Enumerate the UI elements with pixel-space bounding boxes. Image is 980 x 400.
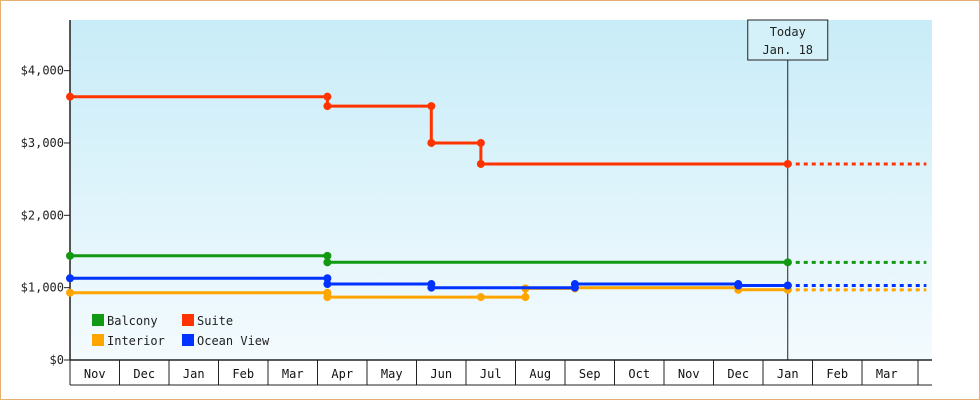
x-tick-label: Apr <box>331 367 353 381</box>
y-tick-label: $4,000 <box>21 64 64 78</box>
x-tick-label: Jul <box>480 367 502 381</box>
legend-swatch-ocean-view <box>182 334 194 346</box>
data-point <box>783 281 792 290</box>
today-date: Jan. 18 <box>762 43 813 57</box>
data-point <box>427 283 436 292</box>
x-tick-label: Dec <box>133 367 155 381</box>
data-point <box>323 251 332 260</box>
x-axis: Nov Dec Jan Feb Mar Apr May Jun Jul Aug Sep Oct Nov D… <box>69 359 932 386</box>
data-point <box>476 138 485 147</box>
data-point <box>783 258 792 267</box>
data-point <box>66 288 74 297</box>
series-balcony <box>66 251 927 267</box>
data-point <box>323 274 332 283</box>
data-point <box>427 138 436 147</box>
legend-label-ocean-view: Ocean View <box>197 334 270 348</box>
data-point <box>66 251 74 260</box>
data-point <box>521 293 530 302</box>
x-tick-label: Jan <box>183 367 205 381</box>
data-point <box>323 293 332 302</box>
data-point <box>323 258 332 267</box>
legend: Balcony Suite Interior Ocean View <box>92 314 270 348</box>
x-tick-label: Nov <box>678 367 700 381</box>
x-tick-label: Aug <box>529 367 551 381</box>
today-marker: Today Jan. 18 <box>747 19 829 360</box>
y-tick-label: $2,000 <box>21 208 64 222</box>
legend-label-suite: Suite <box>197 314 233 328</box>
y-tick-label: $1,000 <box>21 281 64 295</box>
data-point <box>427 102 436 111</box>
legend-label-balcony: Balcony <box>107 314 158 328</box>
y-tick-label: $0 <box>50 353 64 367</box>
x-tick-label: May <box>381 367 403 381</box>
data-point <box>66 92 74 101</box>
x-tick-label: Jun <box>430 367 452 381</box>
x-tick-label: Dec <box>727 367 749 381</box>
x-tick-label: Feb <box>826 367 848 381</box>
data-point <box>476 159 485 168</box>
legend-label-interior: Interior <box>107 334 165 348</box>
y-tick-label: $3,000 <box>21 136 64 150</box>
data-point <box>570 280 579 289</box>
legend-swatch-suite <box>182 314 194 326</box>
x-tick-label: Jan <box>777 367 799 381</box>
data-point <box>734 281 743 290</box>
x-tick-label: Mar <box>282 367 304 381</box>
series-ocean-view <box>66 274 927 292</box>
legend-swatch-interior <box>92 334 104 346</box>
data-point <box>783 159 792 168</box>
today-box <box>747 19 829 61</box>
x-tick-label: Sep <box>579 367 601 381</box>
data-point <box>476 293 485 302</box>
data-point <box>323 280 332 289</box>
data-point <box>66 274 74 283</box>
plot-area <box>70 20 932 360</box>
x-tick-label: Nov <box>84 367 106 381</box>
x-tick-label: Feb <box>232 367 254 381</box>
series-suite <box>66 92 927 168</box>
x-tick-label: Oct <box>628 367 650 381</box>
today-label: Today <box>770 25 806 39</box>
data-point <box>323 102 332 111</box>
legend-swatch-balcony <box>92 314 104 326</box>
y-axis: $0 $1,000 $2,000 $3,000 $4,000 <box>21 20 71 367</box>
x-tick-label: Mar <box>876 367 898 381</box>
data-point <box>323 92 332 101</box>
series-layer <box>66 92 927 302</box>
